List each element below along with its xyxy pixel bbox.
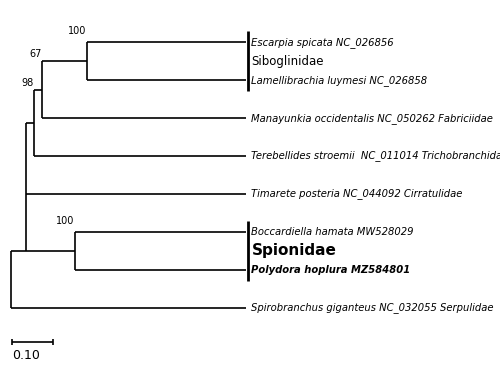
Text: Lamellibrachia luymesi NC_026858: Lamellibrachia luymesi NC_026858 — [251, 75, 427, 86]
Text: 98: 98 — [22, 78, 34, 88]
Text: 100: 100 — [56, 216, 74, 226]
Text: 100: 100 — [68, 27, 86, 37]
Text: Manayunkia occidentalis NC_050262 Fabriciidae: Manayunkia occidentalis NC_050262 Fabric… — [251, 113, 493, 124]
Text: Escarpia spicata NC_026856: Escarpia spicata NC_026856 — [251, 37, 394, 48]
Text: Spionidae: Spionidae — [252, 244, 336, 258]
Text: Polydora hoplura MZ584801: Polydora hoplura MZ584801 — [251, 265, 410, 275]
Text: 0.10: 0.10 — [12, 349, 40, 362]
Text: 67: 67 — [30, 49, 42, 59]
Text: Boccardiella hamata MW528029: Boccardiella hamata MW528029 — [251, 227, 414, 237]
Text: Spirobranchus giganteus NC_032055 Serpulidae: Spirobranchus giganteus NC_032055 Serpul… — [251, 303, 494, 313]
Text: Siboglinidae: Siboglinidae — [252, 55, 324, 68]
Text: Timarete posteria NC_044092 Cirratulidae: Timarete posteria NC_044092 Cirratulidae — [251, 189, 462, 199]
Text: Terebellides stroemii  NC_011014 Trichobranchidae: Terebellides stroemii NC_011014 Trichobr… — [251, 151, 500, 162]
